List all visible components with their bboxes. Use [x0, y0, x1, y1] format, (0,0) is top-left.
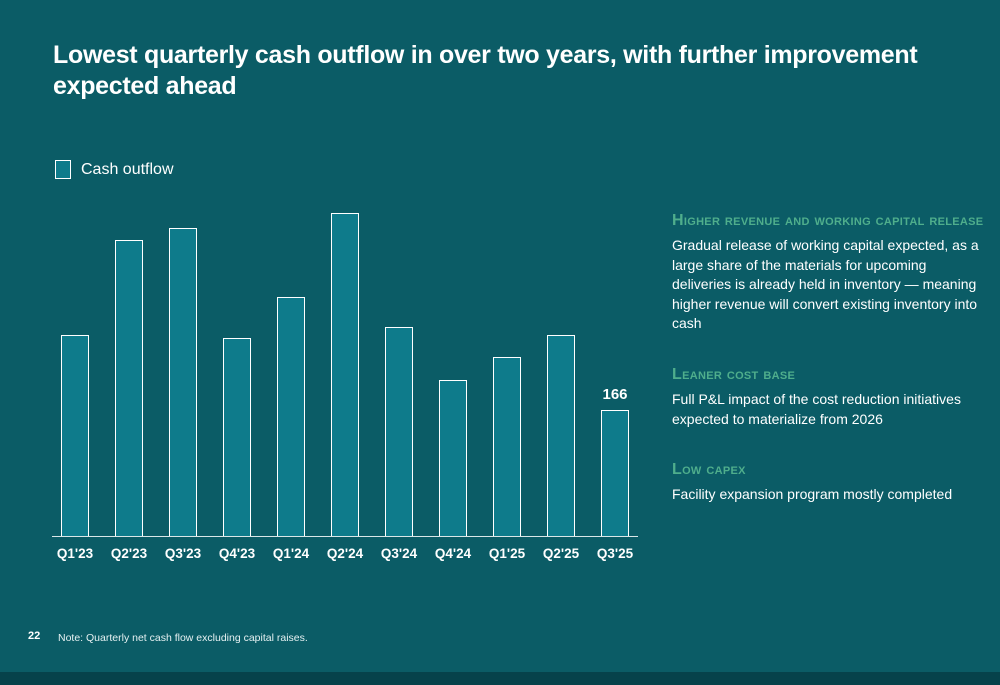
page-number: 22 — [28, 630, 41, 642]
footnote: Note: Quarterly net cash flow excluding … — [58, 632, 308, 644]
bar-column — [52, 335, 98, 536]
x-axis-label: Q3'25 — [596, 546, 634, 561]
bar-Q1'23 — [61, 335, 89, 536]
x-axis-label: Q4'24 — [434, 546, 472, 561]
bar-Q1'24 — [277, 297, 305, 536]
bar-column — [322, 213, 368, 536]
bar-Q4'24 — [439, 380, 467, 536]
bar-Q4'23 — [223, 338, 251, 536]
x-axis-label: Q1'25 — [488, 546, 526, 561]
bar-column — [106, 240, 152, 536]
x-axis-label: Q3'23 — [164, 546, 202, 561]
commentary-section: Low capex Facility expansion program mos… — [672, 461, 990, 505]
x-axis-label: Q2'23 — [110, 546, 148, 561]
chart-legend: Cash outflow — [55, 160, 174, 179]
bar-Q2'23 — [115, 240, 143, 536]
bar-Q3'23 — [169, 228, 197, 536]
commentary-section: Higher revenue and working capital relea… — [672, 212, 990, 334]
bar-column — [430, 380, 476, 536]
x-axis-label: Q2'25 — [542, 546, 580, 561]
bar-column — [376, 327, 422, 536]
bar-column: 166 — [592, 386, 638, 536]
legend-label: Cash outflow — [81, 160, 174, 178]
legend-swatch-cash-outflow — [55, 160, 71, 179]
bar-Q2'24 — [331, 213, 359, 536]
section-body: Full P&L impact of the cost reduction in… — [672, 390, 961, 427]
bottom-strip — [0, 672, 1000, 685]
bar-Q3'25 — [601, 410, 629, 536]
section-heading: Leaner cost base — [672, 365, 796, 383]
bar-Q2'25 — [547, 335, 575, 536]
x-axis-label: Q1'23 — [56, 546, 94, 561]
x-axis-label: Q3'24 — [380, 546, 418, 561]
commentary-section: Leaner cost base Full P&L impact of the … — [672, 366, 990, 429]
bar-chart: 166 Q1'23 Q2'23 Q3'23 Q4'23 Q1'24 Q2'24 Q3'24 Q… — [52, 195, 638, 561]
section-body: Facility expansion program mostly comple… — [672, 486, 953, 503]
section-body: Gradual release of working capital expec… — [672, 237, 979, 332]
bar-column — [484, 357, 530, 536]
section-heading: Low capex — [672, 461, 746, 479]
x-axis-label: Q1'24 — [272, 546, 310, 561]
x-axis-label: Q2'24 — [326, 546, 364, 561]
bar-Q3'24 — [385, 327, 413, 536]
section-heading: Higher revenue and working capital relea… — [672, 212, 984, 229]
bar-column — [538, 335, 584, 536]
chart-plot: 166 — [52, 195, 638, 537]
slide-title: Lowest quarterly cash outflow in over tw… — [53, 41, 918, 100]
commentary-panel: Higher revenue and working capital relea… — [672, 212, 990, 505]
bar-column — [268, 297, 314, 536]
chart-x-labels: Q1'23 Q2'23 Q3'23 Q4'23 Q1'24 Q2'24 Q3'24 Q4'24… — [52, 546, 638, 561]
bar-value-label: 166 — [602, 386, 628, 403]
bar-column — [160, 228, 206, 536]
x-axis-label: Q4'23 — [218, 546, 256, 561]
bar-column — [214, 338, 260, 536]
bar-Q1'25 — [493, 357, 521, 536]
